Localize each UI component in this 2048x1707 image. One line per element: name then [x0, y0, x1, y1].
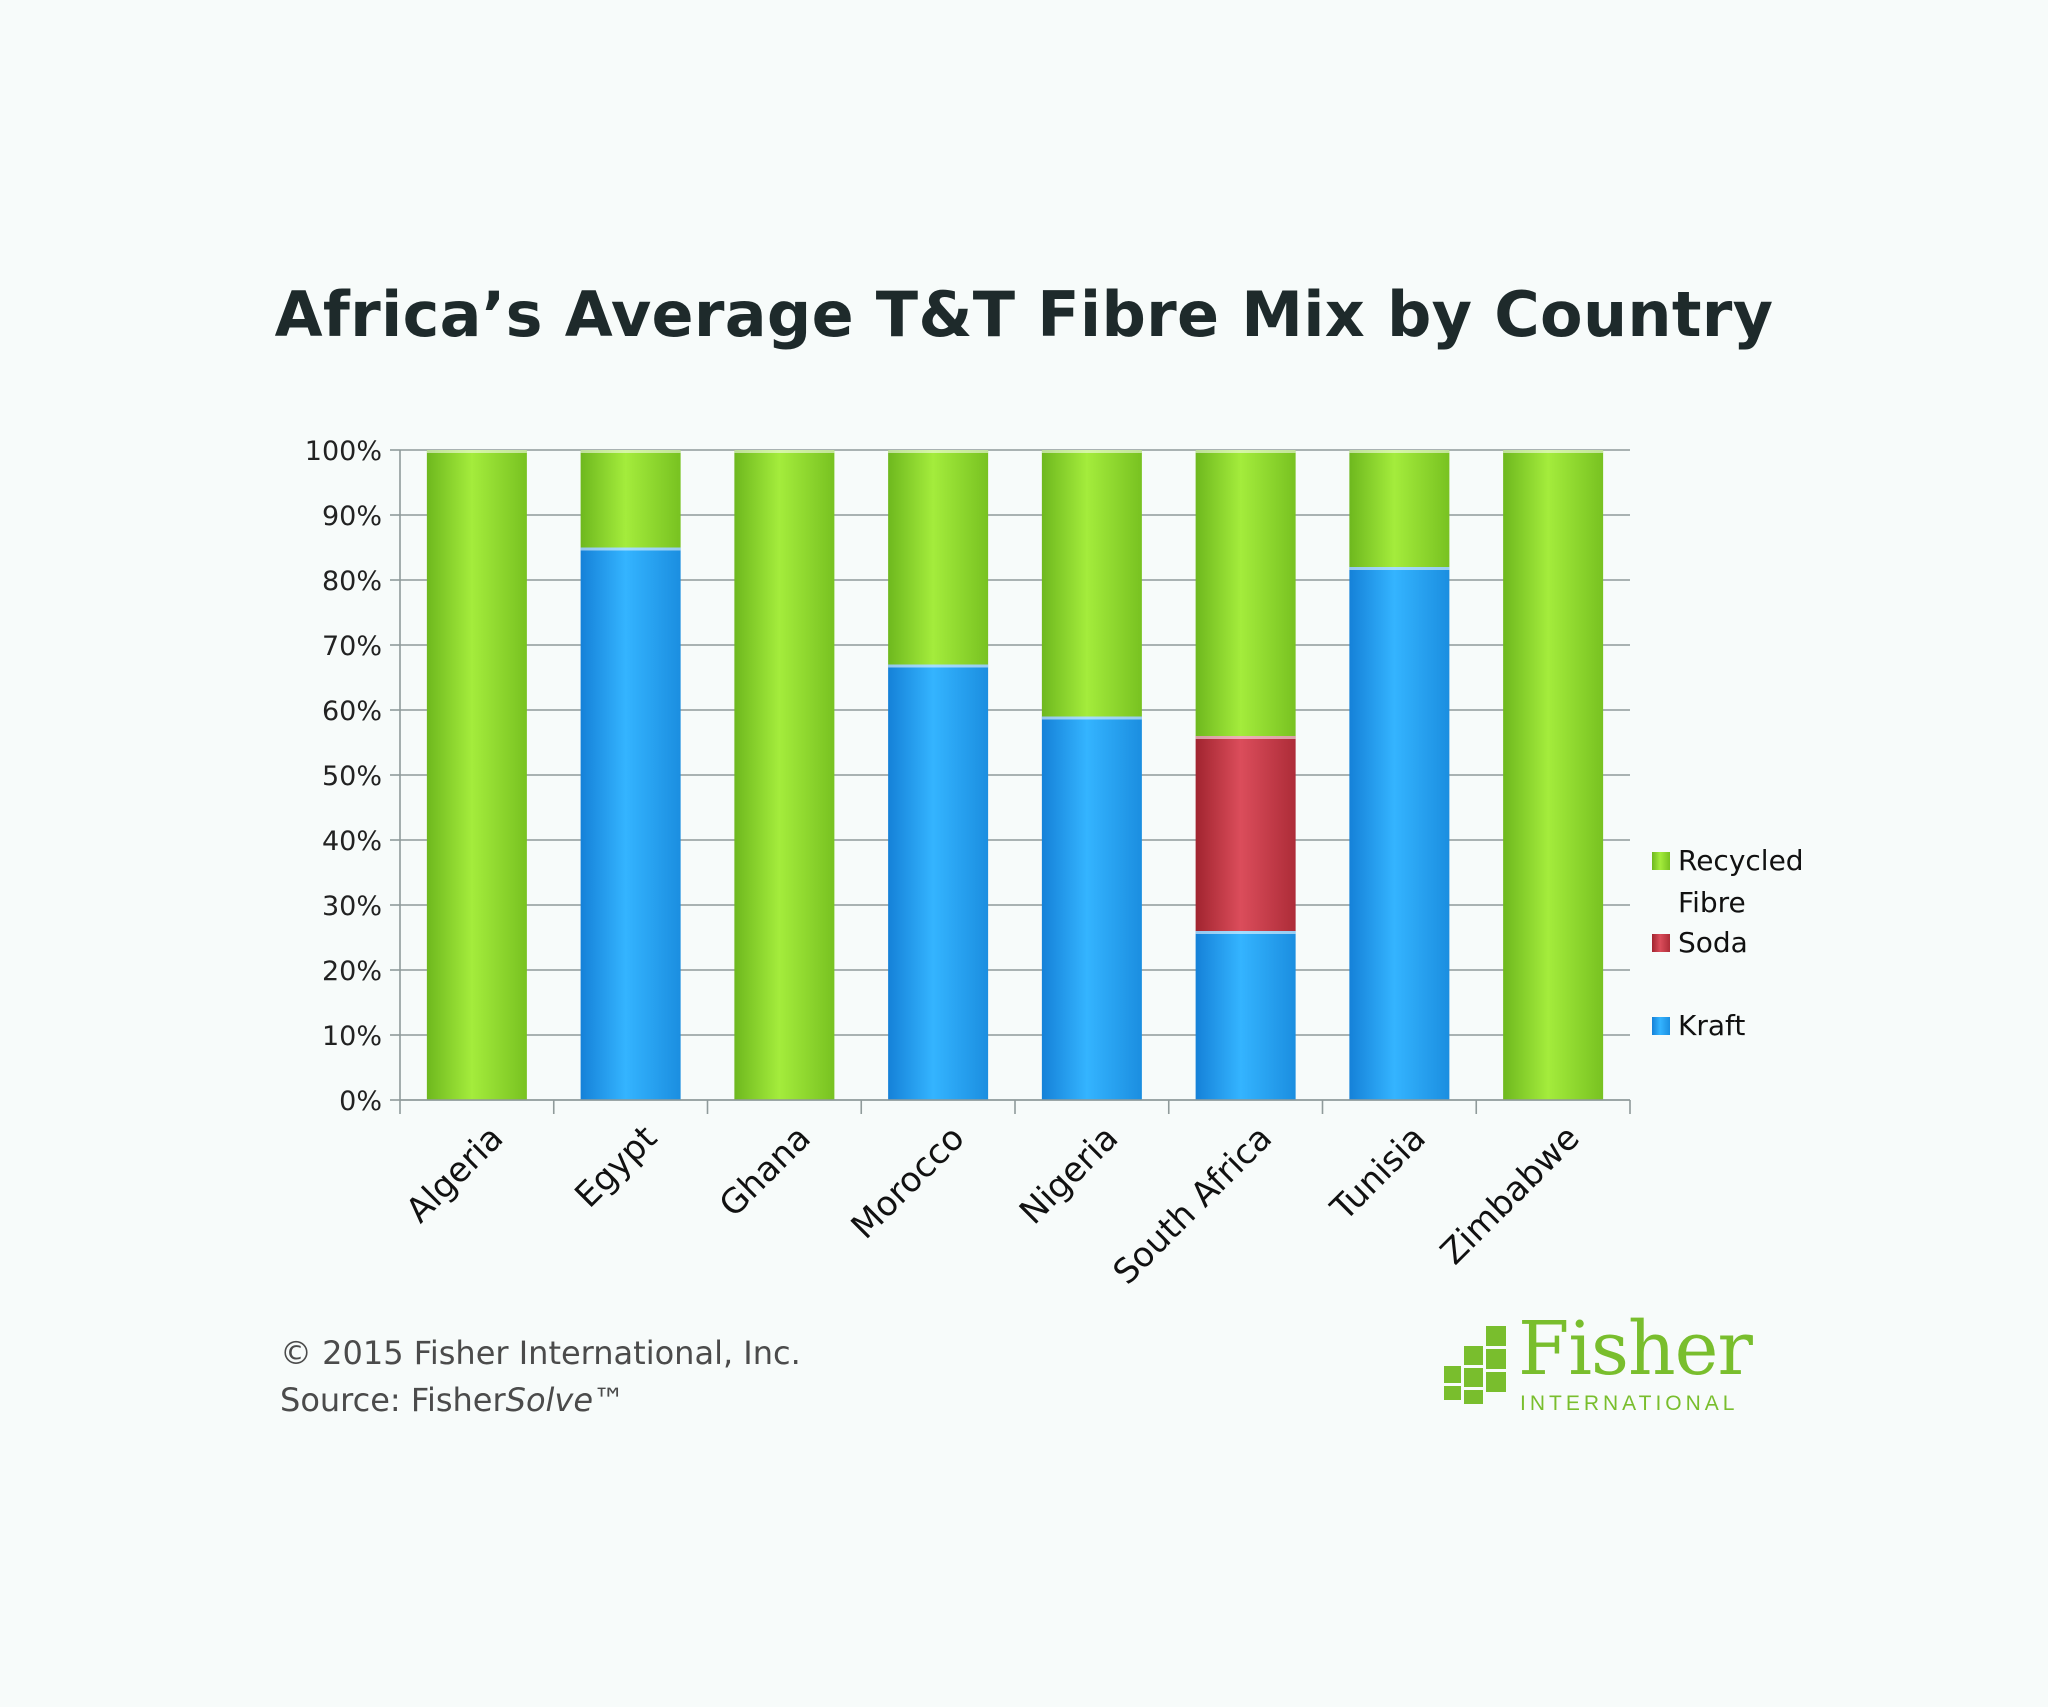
- y-tick-label: 60%: [322, 696, 382, 727]
- bar-segment-kraft: [1349, 567, 1450, 1100]
- chart-title: Africa’s Average T&T Fibre Mix by Countr…: [274, 278, 1774, 351]
- y-tick-label: 80%: [322, 566, 382, 597]
- y-tick-label: 0%: [339, 1086, 382, 1117]
- y-tick-label: 10%: [322, 1021, 382, 1052]
- source-prefix: Source: Fisher: [280, 1381, 506, 1419]
- x-tick-label: Zimbabwe: [1433, 1118, 1588, 1273]
- bar-segment-recycled-fibre: [888, 450, 989, 665]
- bar-segment-recycled-fibre: [426, 450, 527, 1100]
- bar-segment-recycled-fibre: [1041, 450, 1142, 717]
- bar-segment-recycled-fibre: [580, 450, 681, 548]
- bar-segment-soda: [1195, 736, 1296, 931]
- bar-segment-kraft: [888, 664, 989, 1100]
- legend-label: Soda: [1678, 926, 1748, 959]
- source-line: Source: FisherSolve™: [280, 1377, 801, 1424]
- legend-label: Recycled Fibre: [1678, 844, 1804, 919]
- bar-segment-recycled-fibre: [1349, 450, 1450, 567]
- x-tick-label: Egypt: [567, 1118, 665, 1216]
- x-tick-label: Tunisia: [1323, 1118, 1434, 1229]
- legend-swatch: [1652, 1017, 1670, 1035]
- bar-segment-kraft: [1041, 716, 1142, 1100]
- copyright-text: © 2015 Fisher International, Inc.: [280, 1334, 801, 1372]
- y-tick-label: 40%: [322, 826, 382, 857]
- x-tick-label: Morocco: [844, 1118, 973, 1247]
- legend-swatch: [1652, 934, 1670, 952]
- y-tick-label: 70%: [322, 631, 382, 662]
- bar-segment-recycled-fibre: [1503, 450, 1604, 1100]
- logo-subtitle: INTERNATIONAL: [1520, 1392, 1739, 1415]
- x-tick-label: Nigeria: [1012, 1118, 1126, 1232]
- bar-segment-recycled-fibre: [734, 450, 835, 1100]
- y-tick-label: 30%: [322, 891, 382, 922]
- y-tick-label: 20%: [322, 956, 382, 987]
- legend-label: Kraft: [1678, 1009, 1745, 1042]
- legend-swatch: [1652, 852, 1670, 870]
- logo-mark-icon: [1444, 1326, 1506, 1404]
- y-tick-label: 50%: [322, 761, 382, 792]
- source-italic: Solve: [505, 1381, 594, 1419]
- logo-name: Fisher: [1518, 1306, 1753, 1392]
- fisher-logo: Fisher INTERNATIONAL: [1438, 1306, 1753, 1426]
- y-tick-label: 90%: [322, 501, 382, 532]
- x-tick-label: Algeria: [398, 1118, 511, 1231]
- y-tick-label: 100%: [305, 436, 382, 467]
- footer: © 2015 Fisher International, Inc. Source…: [280, 1330, 801, 1424]
- bar-segment-kraft: [1195, 931, 1296, 1100]
- x-tick-label: South Africa: [1106, 1118, 1280, 1292]
- bar-segment-kraft: [580, 547, 681, 1100]
- x-tick-label: Ghana: [712, 1118, 819, 1225]
- source-suffix: ™: [593, 1381, 626, 1419]
- bar-segment-recycled-fibre: [1195, 450, 1296, 736]
